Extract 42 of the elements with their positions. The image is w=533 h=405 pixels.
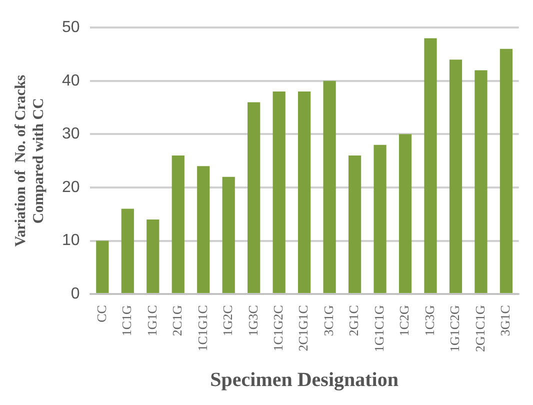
bar: [96, 240, 109, 294]
bar: [298, 92, 311, 294]
bar: [222, 176, 235, 294]
y-axis-title: Variation of No. of Cracks Compared with CC: [12, 74, 47, 247]
bar: [348, 156, 362, 294]
x-tick-label: 1G1C: [144, 305, 160, 336]
bar: [197, 166, 210, 294]
x-tick-label: 1C3G: [422, 305, 437, 336]
x-tick-label: CC: [94, 305, 109, 322]
bar: [500, 48, 513, 294]
y-tick-label: 30: [62, 126, 80, 143]
y-tick-label: 0: [70, 285, 80, 302]
y-tick-label: 10: [62, 232, 80, 250]
x-tick-label: 1G3C: [245, 305, 260, 336]
x-tick-label: 1G2C: [220, 305, 236, 336]
x-tick-label: 1G1C1G: [371, 305, 386, 352]
y-tick-label: 50: [62, 19, 80, 36]
x-axis-title: Specimen Designation: [210, 369, 398, 392]
bar: [398, 134, 412, 294]
x-tick-label: 1C1G1C: [194, 305, 210, 352]
x-tick-label: 2C1G1C: [296, 305, 311, 352]
bar: [424, 38, 437, 294]
bar: [146, 219, 160, 294]
x-tick-label: 3G1C: [498, 305, 513, 336]
y-tick-label: 20: [62, 178, 80, 196]
bar: [449, 60, 462, 294]
x-tick-label: 2G1C1G: [472, 305, 488, 352]
bar: [323, 80, 336, 294]
x-tick-label: 1C1G2C: [270, 305, 286, 352]
y-tick-label: 40: [62, 72, 80, 90]
x-tick-label: 1G1C2G: [447, 305, 462, 352]
bar: [121, 208, 134, 294]
x-tick-label: 1C1G: [119, 305, 134, 336]
x-tick-label: 3C1G: [320, 305, 336, 336]
bar: [374, 144, 386, 294]
x-tick-label: 2G1C: [346, 305, 362, 336]
bar: [272, 92, 286, 294]
bar: [474, 70, 488, 294]
x-tick-label: 2C1G: [170, 305, 185, 336]
bar: [248, 102, 260, 294]
bar: [172, 156, 184, 294]
x-tick-label: 1C2G: [396, 305, 412, 336]
